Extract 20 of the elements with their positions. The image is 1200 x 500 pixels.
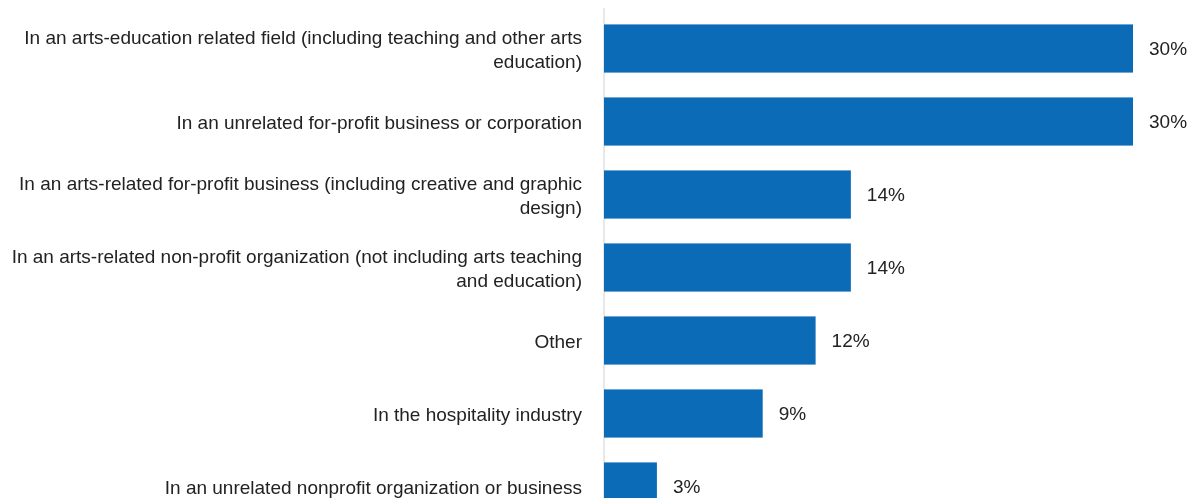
y-tick-label: In an unrelated nonprofit organization or business [164,476,582,497]
data-label: 14% [866,184,905,205]
bar [604,389,763,438]
y-tick-label: In the hospitality industry [372,403,583,424]
y-tick-label: In an arts-education related field (including teaching and other arts education) [24,26,582,71]
data-label: 14% [866,257,905,278]
y-tick-label: Other [534,330,583,351]
y-tick-label: In an arts-related for-profit business (including creative and graphic design) [19,172,582,217]
data-label: 30% [1149,111,1188,132]
bar [604,316,816,365]
bar [604,24,1133,73]
data-label: 12% [831,330,870,351]
bar [604,243,851,292]
bar [604,97,1133,146]
y-tick-label: In an arts-related non-profit organization (not including arts teaching and education) [11,245,582,290]
y-tick-label: In an unrelated for-profit business or corporation [176,111,582,132]
data-label: 3% [672,476,701,497]
bar [604,170,851,219]
data-label: 9% [778,403,807,424]
data-label: 30% [1149,38,1188,59]
